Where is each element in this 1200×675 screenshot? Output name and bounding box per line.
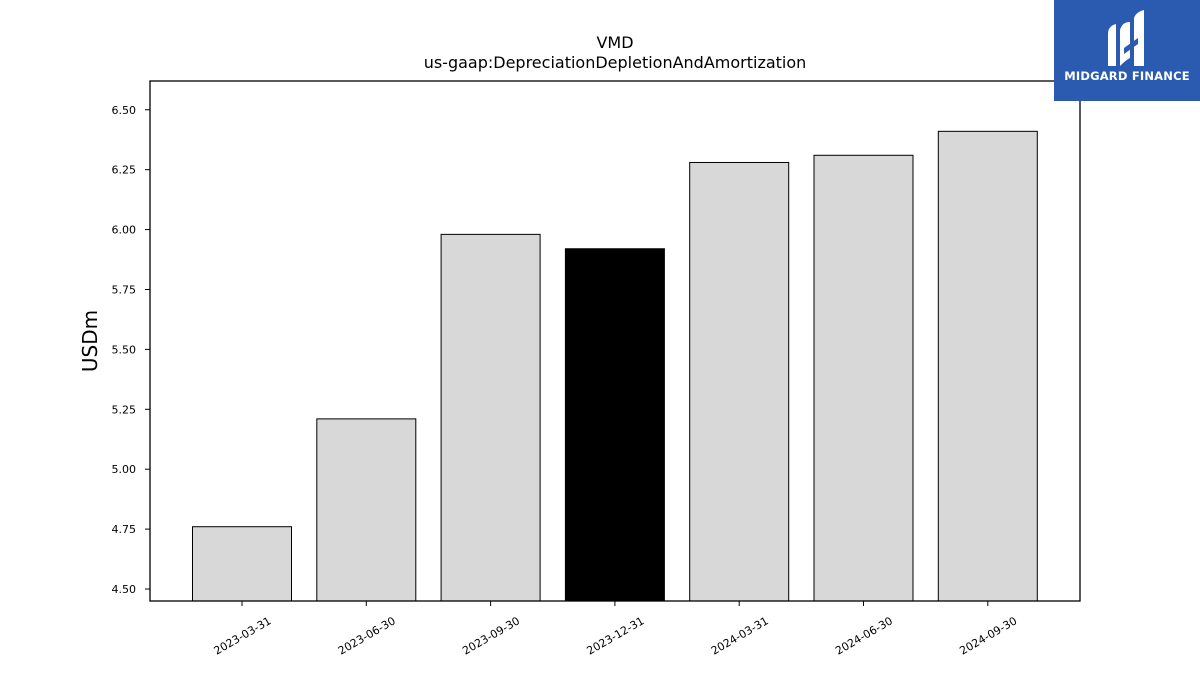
y-tick-label: 5.75	[112, 283, 137, 296]
bars-group	[192, 130, 1038, 602]
y-tick-label: 4.50	[112, 583, 137, 596]
plot-frame	[149, 80, 1081, 602]
bar-2024-09-30	[937, 130, 1038, 602]
x-tick-label: 2023-09-30	[460, 614, 522, 657]
y-tick-label: 6.50	[112, 104, 137, 117]
bar-2023-09-30	[440, 233, 541, 602]
bar-2023-06-30	[316, 418, 417, 602]
x-tick-label: 2023-03-31	[212, 614, 274, 657]
bar-2023-12-31	[564, 248, 665, 602]
brand-name: MIDGARD FINANCE	[1064, 69, 1190, 83]
y-tick-label: 5.25	[112, 403, 137, 416]
y-tick-label: 5.50	[112, 343, 137, 356]
bar-2023-03-31	[192, 526, 292, 602]
chart-title: VMD	[596, 33, 633, 52]
brand-logo: MIDGARD FINANCE	[1054, 0, 1200, 101]
bar-2024-06-30	[813, 154, 914, 602]
y-tick-label: 5.00	[112, 463, 137, 476]
bar-2024-03-31	[689, 161, 790, 602]
x-tick-label: 2024-03-31	[709, 614, 771, 657]
y-tick-label: 4.75	[112, 523, 137, 536]
x-tick-label: 2024-06-30	[833, 614, 895, 657]
y-axis: 4.50 4.75 5.00 5.25 5.50 5.75 6.00 6.25 6.50	[112, 104, 150, 596]
x-axis: 2023-03-31 2023-06-30 2023-09-30 2023-12-31…	[212, 601, 1019, 658]
x-tick-label: 2023-12-31	[585, 614, 647, 657]
chart-subtitle: us-gaap:DepreciationDepletionAndAmortiza…	[424, 53, 807, 72]
y-tick-label: 6.25	[112, 164, 137, 177]
y-tick-label: 6.00	[112, 224, 137, 237]
y-axis-label: USDm	[78, 310, 102, 372]
midgard-logo-icon	[1108, 10, 1144, 66]
x-tick-label: 2023-06-30	[336, 614, 398, 657]
x-tick-label: 2024-09-30	[957, 614, 1019, 657]
